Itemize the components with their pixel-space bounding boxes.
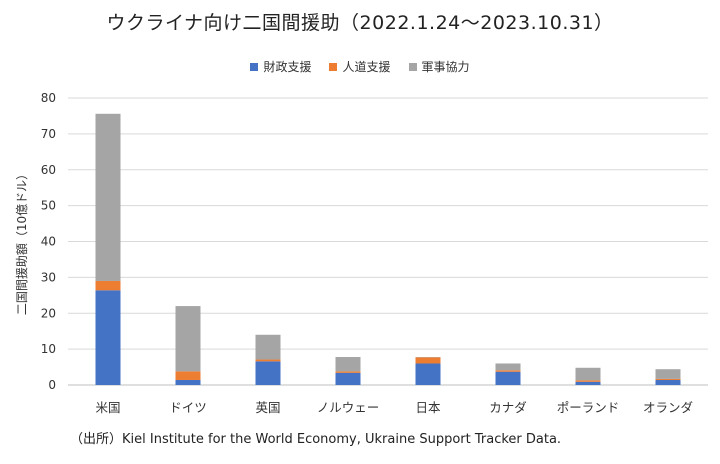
bar-segment [575, 367, 601, 381]
bar-segment [255, 359, 281, 362]
x-tick-label: オランダ [643, 400, 693, 415]
bar-segment [95, 280, 121, 291]
bar-segment [575, 381, 601, 385]
bar-segment [495, 370, 521, 372]
bar-segment [175, 379, 201, 385]
bar-segment [415, 363, 441, 385]
legend-swatch [250, 62, 259, 71]
legend-label: 財政支援 [263, 60, 312, 74]
x-tick-label: 日本 [415, 400, 441, 415]
legend: 財政支援 人道支援 軍事協力 [0, 58, 720, 75]
legend-label: 軍事協力 [421, 60, 470, 74]
bar-segment [95, 290, 121, 385]
x-tick-label: ポーランド [557, 400, 620, 415]
legend-swatch [408, 62, 417, 71]
bar-segment [335, 357, 361, 372]
legend-item: 財政支援 [250, 58, 311, 75]
legend-label: 人道支援 [342, 60, 391, 74]
legend-item: 軍事協力 [408, 58, 470, 75]
x-tick-label: 米国 [95, 400, 120, 415]
x-tick-label: ドイツ [169, 400, 207, 415]
bar-segment [655, 379, 681, 385]
x-tick-label: ノルウェー [317, 400, 380, 415]
legend-swatch [329, 62, 338, 71]
y-tick-label: 70 [41, 127, 56, 141]
y-tick-label: 20 [41, 306, 56, 320]
bar-segment [335, 372, 361, 385]
y-tick-label: 30 [41, 270, 56, 284]
y-tick-label: 60 [41, 163, 56, 177]
y-tick-label: 10 [41, 342, 56, 356]
y-tick-label: 0 [48, 378, 56, 392]
bar-segment [175, 306, 201, 372]
y-tick-label: 80 [41, 91, 56, 105]
legend-item: 人道支援 [329, 58, 391, 75]
bar-segment [575, 380, 601, 382]
y-tick-label: 40 [41, 235, 56, 249]
x-tick-label: カナダ [489, 400, 527, 415]
y-axis-label: 二国間援助額（10億ドル） [15, 168, 29, 315]
bar-segment [255, 334, 281, 360]
bar-segment [175, 371, 201, 380]
bar-segment [495, 371, 521, 385]
bar-segment [655, 369, 681, 379]
bar-segment [495, 363, 521, 371]
bar-segment [335, 371, 361, 373]
bar-segment [255, 361, 281, 385]
chart-title: ウクライナ向け二国間援助（2022.1.24～2023.10.31） [106, 12, 614, 34]
bar-segment [95, 113, 121, 281]
source-note: （出所）Kiel Institute for the World Economy… [70, 432, 562, 447]
bar-segment [655, 378, 681, 380]
bar-segment [415, 357, 441, 364]
x-tick-label: 英国 [255, 400, 280, 415]
y-tick-label: 50 [41, 199, 56, 213]
